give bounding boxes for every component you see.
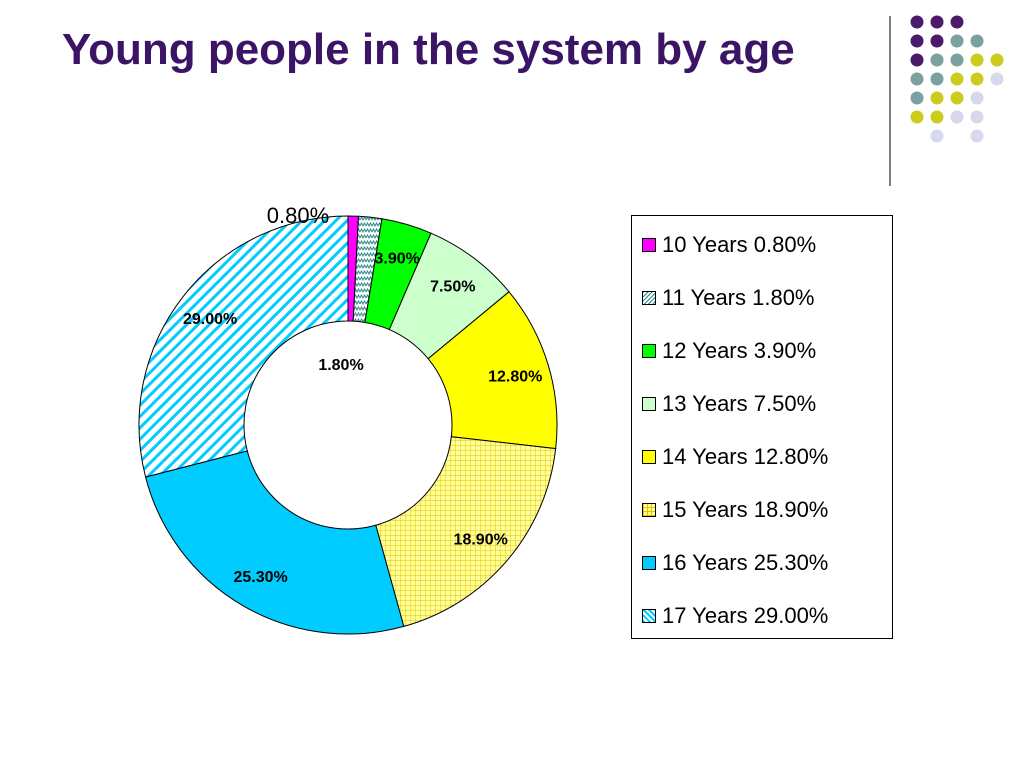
legend-swatch xyxy=(642,556,656,570)
legend-item: 10 Years 0.80% xyxy=(642,232,816,258)
legend-swatch xyxy=(642,503,656,517)
legend-item: 12 Years 3.90% xyxy=(642,338,816,364)
page-title: Young people in the system by age xyxy=(62,25,795,74)
legend-label: 17 Years 29.00% xyxy=(662,603,829,628)
decorative-dot xyxy=(950,34,964,48)
legend-item: 16 Years 25.30% xyxy=(642,550,828,576)
data-label: 25.30% xyxy=(233,569,287,586)
decorative-dot xyxy=(970,72,984,86)
legend-item: 17 Years 29.00% xyxy=(642,603,828,629)
decorative-dot xyxy=(970,129,984,143)
slice-15-years xyxy=(375,436,557,628)
decorative-dot-grid xyxy=(889,15,1004,186)
decorative-dot xyxy=(930,15,944,29)
decorative-dot xyxy=(950,72,964,86)
decorative-dot xyxy=(930,34,944,48)
data-label: 0.80% xyxy=(267,203,329,228)
decorative-dot xyxy=(990,53,1004,67)
legend-swatch xyxy=(642,291,656,305)
decorative-dot xyxy=(950,91,964,105)
decorative-dot xyxy=(970,34,984,48)
legend-label: 12 Years 3.90% xyxy=(662,338,817,363)
decorative-dot xyxy=(910,34,924,48)
legend-swatch xyxy=(642,397,656,411)
decorative-dot xyxy=(970,53,984,67)
legend-item: 14 Years 12.80% xyxy=(642,444,828,470)
legend-item: 11 Years 1.80% xyxy=(642,285,815,311)
data-label: 1.80% xyxy=(318,357,363,374)
slice-16-years xyxy=(144,450,405,635)
decorative-dot xyxy=(950,110,964,124)
decorative-dot xyxy=(970,110,984,124)
decorative-dot xyxy=(930,72,944,86)
decorative-dot xyxy=(930,110,944,124)
chart-legend: 10 Years 0.80% 11 Years 1.80% 12 Years 3.9… xyxy=(631,215,893,639)
decorative-dot xyxy=(950,53,964,67)
decorative-dot xyxy=(910,15,924,29)
decorative-dot xyxy=(990,72,1004,86)
decorative-dot xyxy=(910,72,924,86)
slice-17-years xyxy=(138,215,349,478)
legend-label: 14 Years 12.80% xyxy=(662,444,829,469)
decorative-dot xyxy=(910,110,924,124)
data-label: 3.90% xyxy=(375,251,420,268)
legend-item: 15 Years 18.90% xyxy=(642,497,828,523)
decorative-dot xyxy=(930,91,944,105)
legend-label: 15 Years 18.90% xyxy=(662,497,829,522)
data-label: 7.50% xyxy=(430,278,475,295)
legend-label: 10 Years 0.80% xyxy=(662,232,817,257)
decorative-dot xyxy=(910,53,924,67)
decorative-dot xyxy=(930,129,944,143)
decorative-dot xyxy=(950,15,964,29)
legend-item: 13 Years 7.50% xyxy=(642,391,816,417)
data-label: 18.90% xyxy=(454,531,508,548)
data-label: 29.00% xyxy=(183,311,237,328)
data-label: 12.80% xyxy=(488,368,542,385)
legend-swatch xyxy=(642,238,656,252)
decorative-dot xyxy=(910,91,924,105)
legend-label: 11 Years 1.80% xyxy=(662,285,815,310)
legend-label: 13 Years 7.50% xyxy=(662,391,817,416)
legend-swatch xyxy=(642,450,656,464)
decorative-dot xyxy=(970,91,984,105)
legend-swatch xyxy=(642,609,656,623)
legend-swatch xyxy=(642,344,656,358)
decorative-dot xyxy=(930,53,944,67)
legend-label: 16 Years 25.30% xyxy=(662,550,829,575)
